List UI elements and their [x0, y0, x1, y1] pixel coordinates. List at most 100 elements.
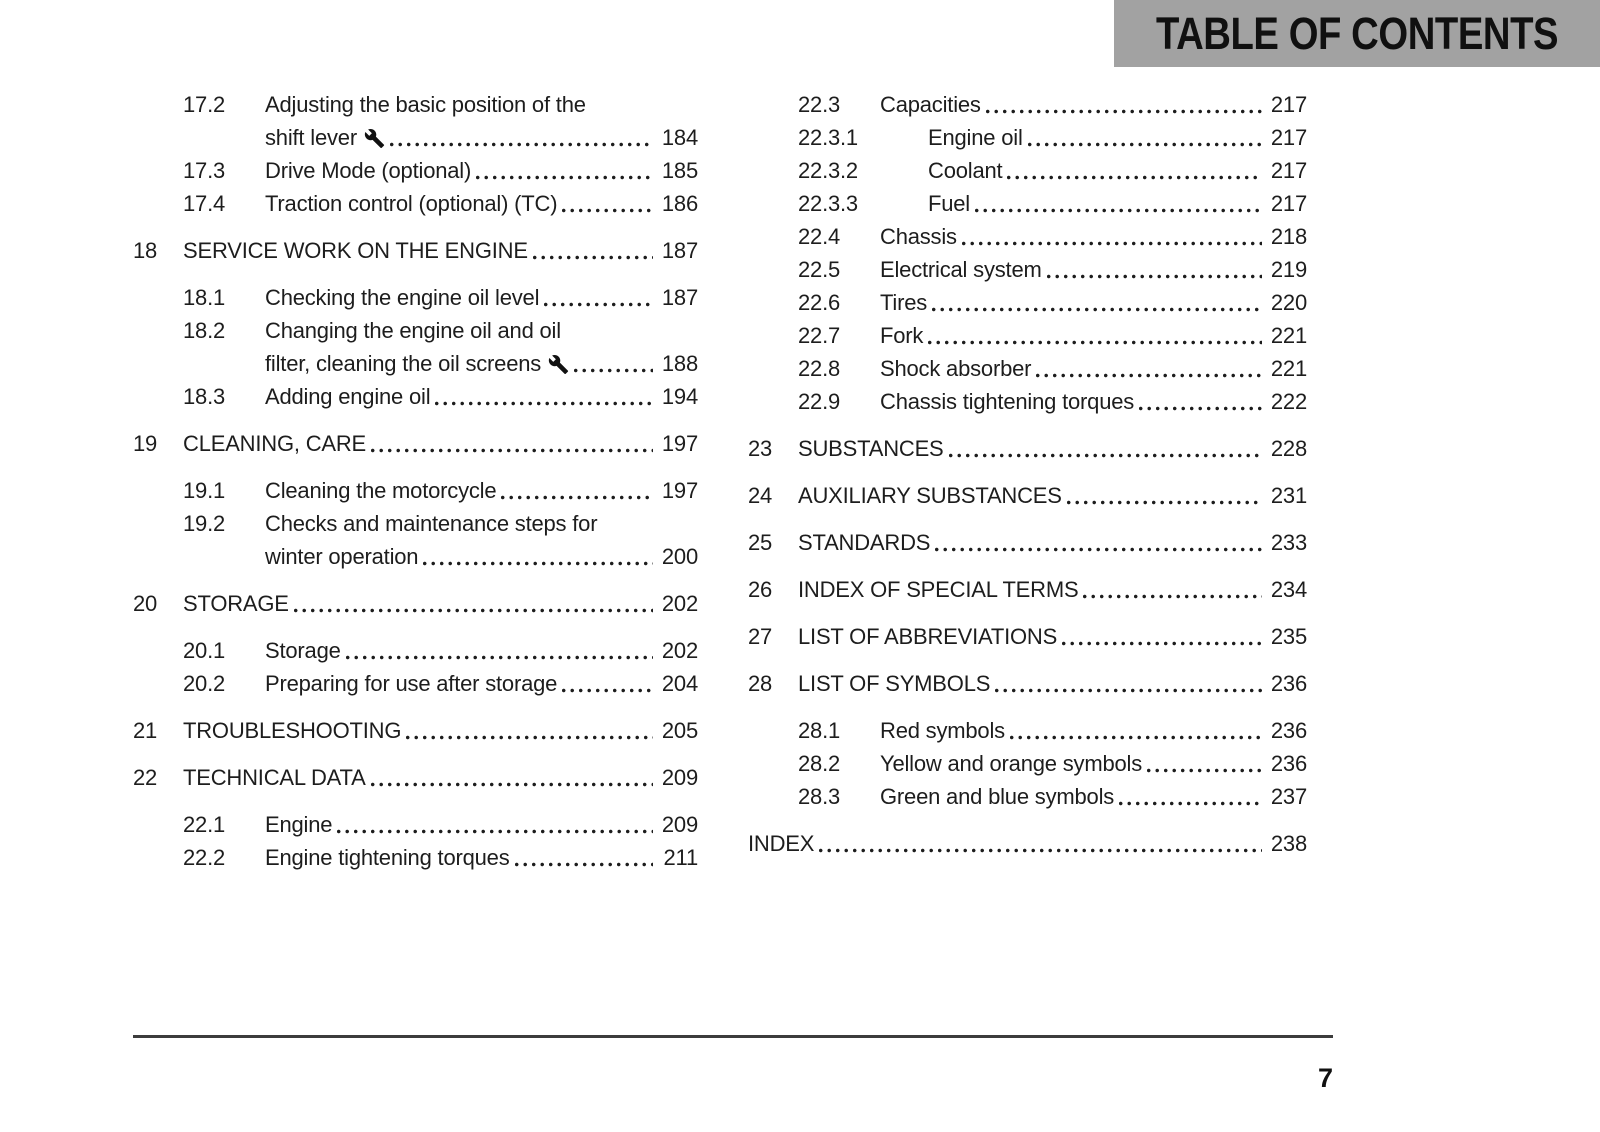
- toc-entry-title-line: Changing the engine oil and oil: [265, 318, 561, 343]
- toc-entry-number: 25: [748, 530, 773, 555]
- toc-entry-page: 237: [1270, 784, 1307, 809]
- wrench-icon: [548, 354, 569, 375]
- toc-entry-number: 18.2: [183, 318, 226, 343]
- dot-leader: [1027, 141, 1262, 148]
- dot-leader: [1083, 593, 1262, 600]
- toc-entry-body: Tires 220: [880, 286, 1307, 319]
- toc-entry-lastline: Engine tightening torques 211: [265, 841, 698, 874]
- toc-entry-number: 24: [748, 483, 773, 508]
- page-number: 7: [1317, 1063, 1333, 1093]
- toc-entry: 25 STANDARDS 233: [748, 526, 1307, 559]
- toc-entry-lastline: LIST OF ABBREVIATIONS 235: [798, 620, 1307, 653]
- toc-entry: 22.1 Engine 209: [133, 808, 698, 841]
- dot-leader: [337, 828, 653, 835]
- toc-entry-title: Storage: [265, 638, 341, 663]
- toc-entry-body: Shock absorber 221: [880, 352, 1307, 385]
- toc-entry-lastline: SERVICE WORK ON THE ENGINE 187: [183, 234, 698, 267]
- toc-entry-lastline: Green and blue symbols 237: [880, 780, 1307, 813]
- toc-entry-lastline: Fuel 217: [928, 187, 1307, 220]
- toc-entry-title-line: Checks and maintenance steps for: [265, 511, 598, 536]
- toc-entry-page: 219: [1270, 257, 1307, 282]
- toc-entry: 22.3.2 Coolant 217: [748, 154, 1307, 187]
- toc-entry-page: 217: [1270, 191, 1307, 216]
- toc-entry: INDEX 238: [748, 827, 1307, 860]
- toc-entry-page: 187: [661, 285, 698, 310]
- toc-entry-title: Yellow and orange symbols: [880, 751, 1143, 776]
- dot-leader: [532, 254, 653, 261]
- toc-entry-lastline: Electrical system 219: [880, 253, 1307, 286]
- toc-entry-title: Fuel: [928, 191, 970, 216]
- toc-entry-body: LIST OF ABBREVIATIONS 235: [798, 620, 1307, 653]
- toc-entry-number: 22.3: [798, 92, 841, 117]
- dot-leader: [574, 367, 653, 374]
- toc-entry: 22.9 Chassis tightening torques 222: [748, 385, 1307, 418]
- toc-entry-number: 28.2: [798, 751, 841, 776]
- toc-entry-lastline: INDEX 238: [748, 827, 1307, 860]
- toc-entry: 18.1 Checking the engine oil level 187: [133, 281, 698, 314]
- toc-entry-title: Green and blue symbols: [880, 784, 1115, 809]
- toc-entry-lastline: Chassis tightening torques 222: [880, 385, 1307, 418]
- toc-entry-page: 234: [1270, 577, 1307, 602]
- toc-entry-lastline: Engine oil 217: [928, 121, 1307, 154]
- dot-leader: [1007, 174, 1262, 181]
- toc-entry-title: Coolant: [928, 158, 1003, 183]
- toc-entry-page: 221: [1270, 356, 1307, 381]
- toc-entry-lastline: Preparing for use after storage 204: [265, 667, 698, 700]
- toc-entry-body: SUBSTANCES 228: [798, 432, 1307, 465]
- toc-entry-title: TECHNICAL DATA: [183, 765, 366, 790]
- toc-entry-lastline: LIST OF SYMBOLS 236: [798, 667, 1307, 700]
- toc-entry-number: 18.1: [183, 285, 226, 310]
- toc-entry: 18.3 Adding engine oil 194: [133, 380, 698, 413]
- toc-entry: 21 TROUBLESHOOTING 205: [133, 714, 698, 747]
- toc-entry-title: INDEX: [748, 831, 815, 856]
- toc-entry-number: 22.3.1: [798, 125, 858, 150]
- toc-entry-number: 20: [133, 591, 158, 616]
- toc-entry-lastline: Traction control (optional) (TC) 186: [265, 187, 698, 220]
- toc-entry-title: Adding engine oil: [265, 384, 431, 409]
- toc-entry-body: INDEX OF SPECIAL TERMS 234: [798, 573, 1307, 606]
- toc-entry-body: Chassis 218: [880, 220, 1307, 253]
- toc-entry-page: 211: [663, 845, 699, 870]
- dot-leader: [1036, 372, 1262, 379]
- dot-leader: [985, 108, 1262, 115]
- toc-entry: 28.3 Green and blue symbols 237: [748, 780, 1307, 813]
- toc-entry: 19 CLEANING, CARE 197: [133, 427, 698, 460]
- toc-entry-page: 188: [661, 351, 698, 376]
- toc-entry-lastline: CLEANING, CARE 197: [183, 427, 698, 460]
- toc-entry-page: 204: [661, 671, 698, 696]
- toc-entry-body: TROUBLESHOOTING 205: [183, 714, 698, 747]
- toc-entry-body: Storage 202: [265, 634, 698, 667]
- toc-entry-title: Drive Mode (optional): [265, 158, 472, 183]
- toc-entry-number: 22.6: [798, 290, 841, 315]
- toc-entry-body: CLEANING, CARE 197: [183, 427, 698, 460]
- toc-entry: 22.6 Tires 220: [748, 286, 1307, 319]
- dot-leader: [293, 607, 653, 614]
- toc-entry-lastline: Engine 209: [265, 808, 698, 841]
- toc-entry-number: 19: [133, 431, 158, 456]
- toc-entry-title: Chassis: [880, 224, 957, 249]
- toc-entry-body: Preparing for use after storage 204: [265, 667, 698, 700]
- toc-entry-number: 17.3: [183, 158, 226, 183]
- toc-entry-page: 218: [1270, 224, 1307, 249]
- toc-entry-body: Traction control (optional) (TC) 186: [265, 187, 698, 220]
- toc-entry-body: Adding engine oil 194: [265, 380, 698, 413]
- toc-entry-number: 27: [748, 624, 773, 649]
- toc-entry-lastline: TROUBLESHOOTING 205: [183, 714, 698, 747]
- dot-leader: [995, 687, 1262, 694]
- toc-entry: 22.7 Fork 221: [748, 319, 1307, 352]
- toc-entry-title: Red symbols: [880, 718, 1005, 743]
- toc-entry-body: Capacities 217: [880, 88, 1307, 121]
- toc-entry-lastline: Shock absorber 221: [880, 352, 1307, 385]
- toc-entry-title: Electrical system: [880, 257, 1042, 282]
- toc-entry-title: winter operation: [265, 544, 419, 569]
- toc-entry-number: 20.2: [183, 671, 226, 696]
- dot-leader: [371, 447, 653, 454]
- toc-entry-page: 197: [661, 431, 698, 456]
- toc-entry-page: 231: [1270, 483, 1307, 508]
- toc-entry-body: Adjusting the basic position of the shif…: [265, 88, 698, 154]
- toc-entry: 28 LIST OF SYMBOLS 236: [748, 667, 1307, 700]
- toc-entry-number: 26: [748, 577, 773, 602]
- toc-entry-number: 20.1: [183, 638, 226, 663]
- toc-entry: 24 AUXILIARY SUBSTANCES 231: [748, 479, 1307, 512]
- dot-leader: [935, 546, 1262, 553]
